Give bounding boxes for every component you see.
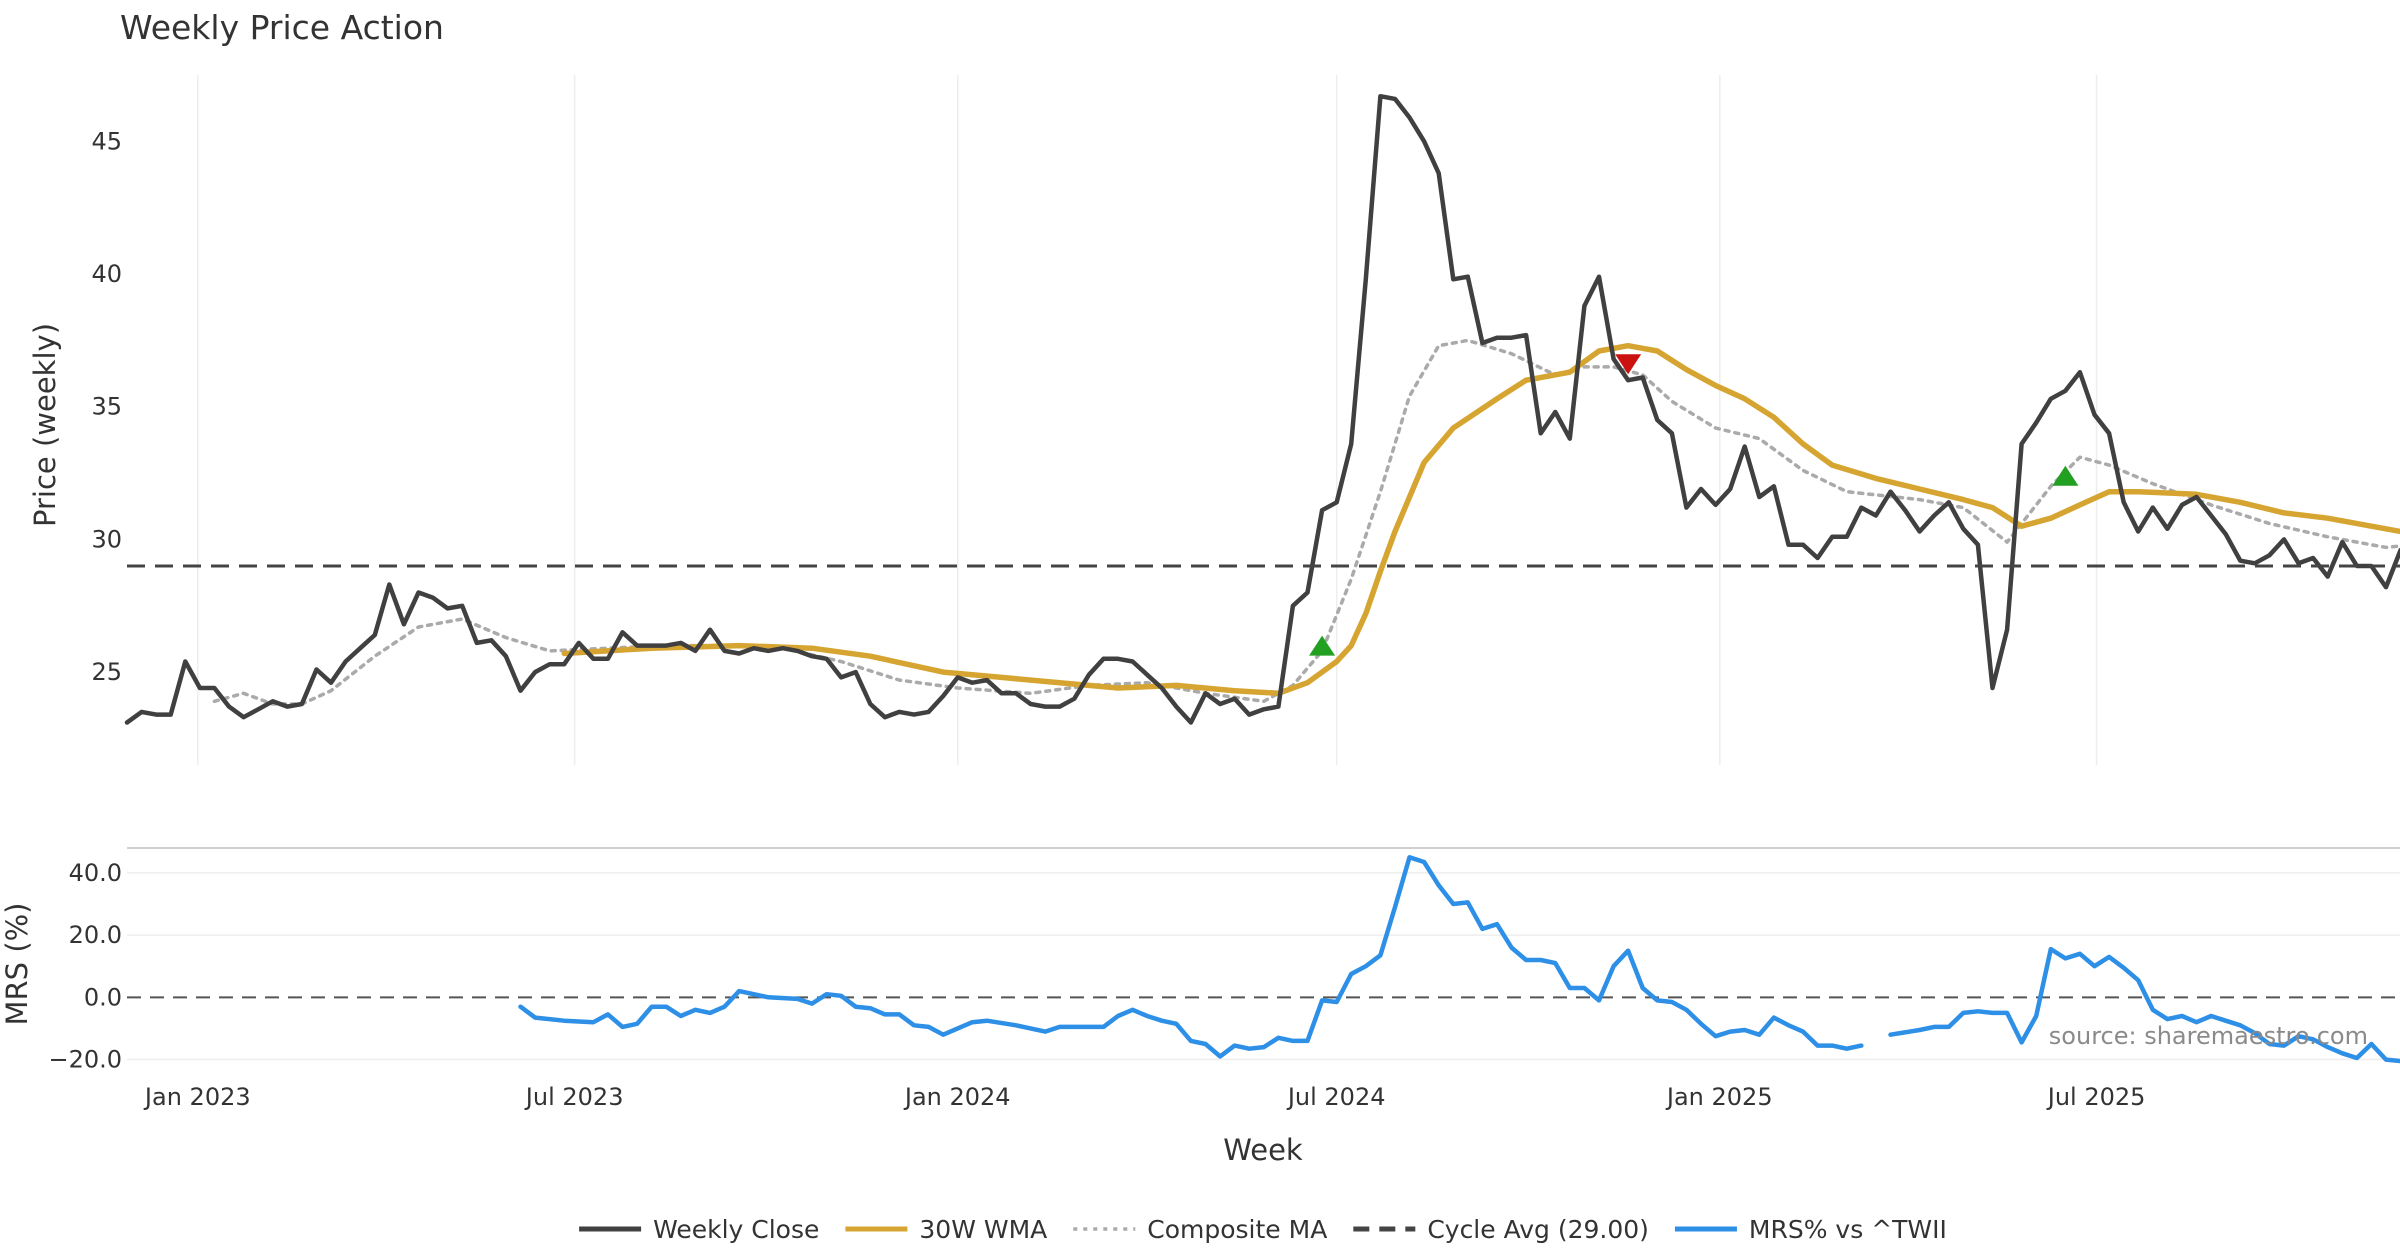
x-tick-label: Jul 2024	[1286, 1083, 1386, 1111]
legend-label: Composite MA	[1147, 1215, 1327, 1244]
price-y-tick-label: 45	[91, 127, 122, 155]
legend-label: Weekly Close	[653, 1215, 819, 1244]
series-weekly-close	[124, 93, 2400, 725]
x-axis-label: Week	[1223, 1133, 1303, 1167]
mrs-y-tick-label: 40.0	[69, 859, 122, 887]
buy-signal-marker	[2052, 465, 2079, 486]
legend: Weekly Close 30W WMA Composite MA Cycle Avg…	[579, 1215, 1947, 1244]
series-composite-ma	[212, 338, 2400, 706]
mrs-y-tick-label: 0.0	[84, 983, 122, 1011]
x-tick-label: Jan 2025	[1665, 1083, 1773, 1111]
series-mrs-segment	[518, 855, 1864, 1059]
legend-label: 30W WMA	[919, 1215, 1047, 1244]
price-y-tick-label: 25	[91, 658, 122, 686]
y-axis-label-price: Price (weekly)	[28, 323, 62, 527]
series-30w-wma	[561, 342, 2400, 697]
series-mrs-segment	[1888, 946, 2400, 1064]
mrs-panel-grid	[127, 847, 2400, 1061]
price-y-tick-label: 40	[91, 260, 122, 288]
x-tick-label: Jan 2024	[903, 1083, 1011, 1111]
axis-ticks: 25 30 35 40 45 −20.0 0.0 20.0 40.0 Jan 2023 Jul 20…	[48, 127, 2145, 1111]
x-tick-label: Jul 2025	[2046, 1083, 2146, 1111]
legend-label: MRS% vs ^TWII	[1749, 1215, 1947, 1244]
x-tick-label: Jan 2023	[143, 1083, 251, 1111]
sell-signal-marker	[1615, 354, 1642, 375]
y-axis-label-mrs: MRS (%)	[0, 903, 34, 1026]
buy-signal-marker	[1309, 635, 1336, 656]
x-tick-label: Jul 2023	[524, 1083, 624, 1111]
mrs-panel-series	[518, 855, 2400, 1064]
source-watermark: source: sharemaestro.com	[2049, 1022, 2368, 1050]
legend-label: Cycle Avg (29.00)	[1427, 1215, 1649, 1244]
mrs-y-tick-label: −20.0	[48, 1046, 122, 1074]
mrs-y-tick-label: 20.0	[69, 921, 122, 949]
price-panel-series	[124, 93, 2400, 725]
price-panel-grid	[197, 75, 2098, 765]
price-y-tick-label: 35	[91, 393, 122, 421]
price-y-tick-label: 30	[91, 525, 122, 553]
chart-title: Weekly Price Action	[120, 8, 444, 47]
